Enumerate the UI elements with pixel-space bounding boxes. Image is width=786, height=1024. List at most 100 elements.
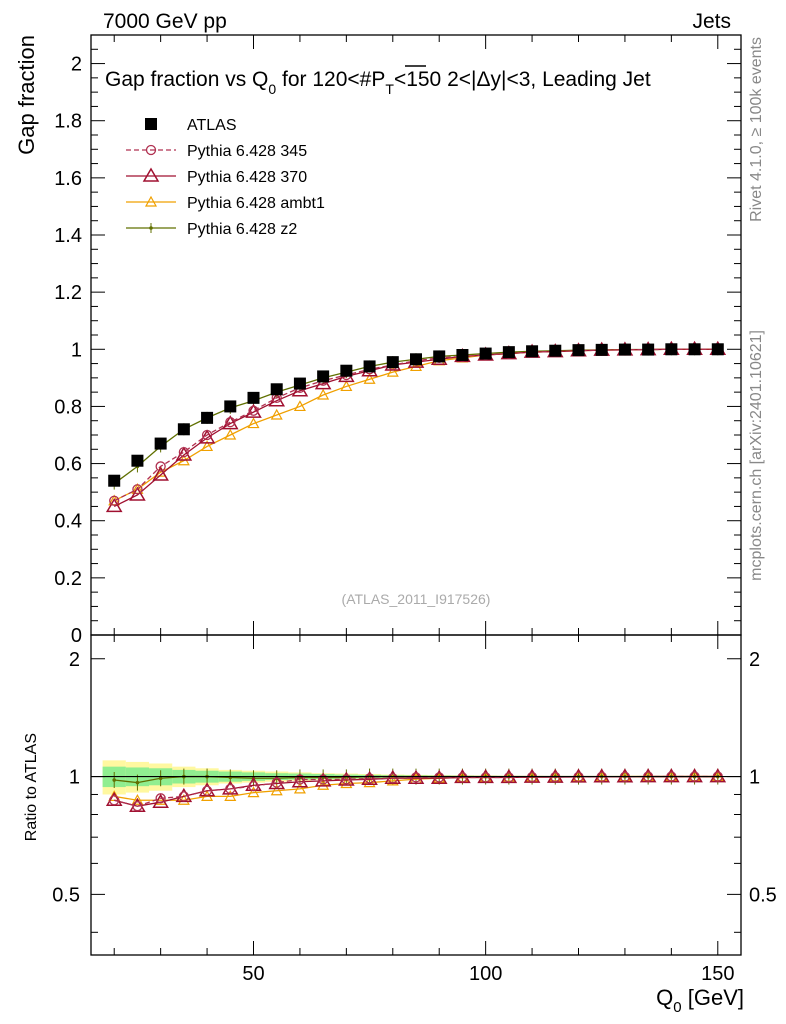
y-tick-label: 0.8 (54, 396, 82, 418)
pythia-6-428-ambt1-point (224, 428, 237, 440)
y-tick-label: 0.6 (54, 454, 82, 476)
pythia-6-428-ambt1-point (386, 365, 399, 377)
pythia-6-428-345-ratio-point (317, 774, 329, 785)
x-tick-label: 50 (242, 963, 264, 985)
x-axis-label-sub: 0 (673, 999, 681, 1016)
pythia-6-428-345-ratio-point (201, 785, 213, 796)
atlas-point (526, 345, 539, 358)
legend-label-pythia-6-428-345: Pythia 6.428 345 (187, 143, 307, 160)
pythia-6-428-345-ratio-point (271, 777, 282, 788)
pythia-6-428-370-point (268, 392, 286, 407)
pythia-6-428-370-ratio-point (291, 773, 309, 788)
atlas-point (572, 344, 585, 357)
ratio-y-tick-label-left: 1 (69, 767, 80, 789)
pythia-6-428-345-point (132, 484, 143, 495)
title-overline-sub: T (385, 81, 394, 97)
x-tick-label: 150 (701, 963, 734, 985)
atlas-point (131, 454, 144, 467)
chart-title: Gap fraction vs Q0 for 120<#PT<150 2<|Δy… (105, 68, 651, 97)
pythia-6-428-ambt1-point (317, 388, 330, 400)
y-tick-label: 0.2 (54, 568, 82, 590)
title-prefix: Gap fraction vs Q (105, 68, 268, 91)
atlas-point (108, 474, 121, 487)
pythia-6-428-345-ratio-point (248, 781, 259, 792)
title-overline-symbol: P (371, 68, 385, 91)
pythia-6-428-ambt1-point (201, 440, 214, 452)
pythia-6-428-345-point (201, 429, 213, 441)
pythia-6-428-345-ratio-point (364, 773, 375, 784)
legend-label-pythia-6-428-z2: Pythia 6.428 z2 (187, 221, 297, 238)
pythia-6-428-345-ratio-point (225, 783, 236, 795)
y-tick-label: 2 (71, 54, 82, 76)
atlas-point (711, 343, 724, 356)
pythia-6-428-345-ratio-point (294, 774, 306, 785)
pythia-6-428-345-point (109, 495, 120, 506)
pythia-6-428-z2-ratio-point (158, 776, 163, 781)
atlas-point (665, 343, 678, 356)
pythia-6-428-370-point (221, 415, 239, 430)
pythia-6-428-ambt1-point (270, 408, 283, 420)
atlas-point (618, 343, 631, 356)
atlas-point (688, 343, 701, 356)
atlas-point (386, 356, 399, 369)
pythia-6-428-345-point (178, 446, 190, 458)
pythia-6-428-370-line (113, 348, 718, 508)
pythia-6-428-370-point (129, 486, 146, 501)
x-axis-label-main: Q (656, 985, 673, 1010)
pythia-6-428-345-ratio-point (109, 795, 120, 806)
pythia-6-428-345-point (225, 416, 236, 428)
rivet-version-label: Rivet 4.1.0, ≥ 100k events (748, 37, 765, 222)
pythia-6-428-370-point (245, 403, 262, 418)
atlas-point (270, 383, 283, 396)
ratio-y-tick-label-right: 0.5 (749, 884, 777, 906)
pythia-6-428-345-ratio-point (503, 772, 515, 783)
y-tick-label: 1 (71, 339, 82, 361)
pythia-6-428-345-ratio-point (178, 791, 190, 802)
y-axis-label: Gap fraction (14, 35, 39, 155)
ratio-y-tick-label-right: 1 (749, 767, 760, 789)
pythia-6-428-ambt1-point (340, 380, 353, 392)
atlas-point (201, 411, 214, 424)
ratio-plot-series (91, 768, 741, 812)
atlas-point (479, 347, 492, 360)
pythia-6-428-370-point (105, 497, 123, 513)
pythia-6-428-345-ratio-point (341, 774, 352, 785)
y-tick-label: 1.6 (54, 168, 82, 190)
pythia-6-428-370-point (152, 466, 169, 481)
header-right-label: Jets (692, 10, 731, 33)
legend-label-pythia-6-428-370: Pythia 6.428 370 (187, 169, 307, 186)
main-plot-series (105, 340, 727, 513)
pythia-6-428-ambt1-point (293, 400, 306, 412)
pythia-6-428-370-point (291, 382, 309, 397)
x-axis-label-unit: [GeV] (682, 985, 744, 1010)
legend-label-pythia-6-428-ambt1: Pythia 6.428 ambt1 (187, 195, 325, 212)
pythia-6-428-345-point (155, 461, 166, 472)
y-tick-label: 1.4 (54, 225, 82, 247)
ratio-y-tick-label-left: 0.5 (52, 884, 80, 906)
legend-marker-pythia-6-428-370 (142, 167, 160, 182)
atlas-point (433, 350, 446, 363)
pythia-6-428-345-ratio-point (155, 793, 166, 804)
atlas-point (224, 400, 237, 413)
analysis-watermark: (ATLAS_2011_I917526) (342, 591, 491, 607)
legend-marker-pythia-6-428-345 (145, 144, 157, 156)
x-axis-label: Q0 [GeV] (656, 985, 744, 1016)
plot-axes: 50 100 150 0 0.2 0.4 0.6 0.8 1 1.2 1.4 1.6 1.8 2 0.5 0.… (52, 34, 777, 985)
legend-marker-pythia-6-428-z2 (149, 226, 153, 230)
pythia-6-428-ambt1-point (409, 360, 423, 372)
ratio-y-tick-label-right: 2 (749, 649, 760, 671)
header-left-label: 7000 GeV pp (103, 10, 227, 33)
pythia-6-428-345-ratio-point (387, 773, 398, 784)
pythia-6-428-ambt1-ratio-point (224, 790, 237, 801)
legend-marker-pythia-6-428-ambt1 (144, 195, 158, 207)
pythia-6-428-ambt1-ratio-point (131, 794, 144, 805)
atlas-point (340, 364, 353, 377)
atlas-point (177, 423, 190, 436)
atlas-point (154, 437, 167, 450)
title-mid: for 120<# (276, 68, 371, 91)
pythia-6-428-345-line (113, 348, 718, 502)
pythia-6-428-345-point (248, 405, 259, 416)
pythia-6-428-345-ratio-point (480, 772, 491, 783)
pythia-6-428-ambt1-ratio-point (386, 774, 399, 786)
